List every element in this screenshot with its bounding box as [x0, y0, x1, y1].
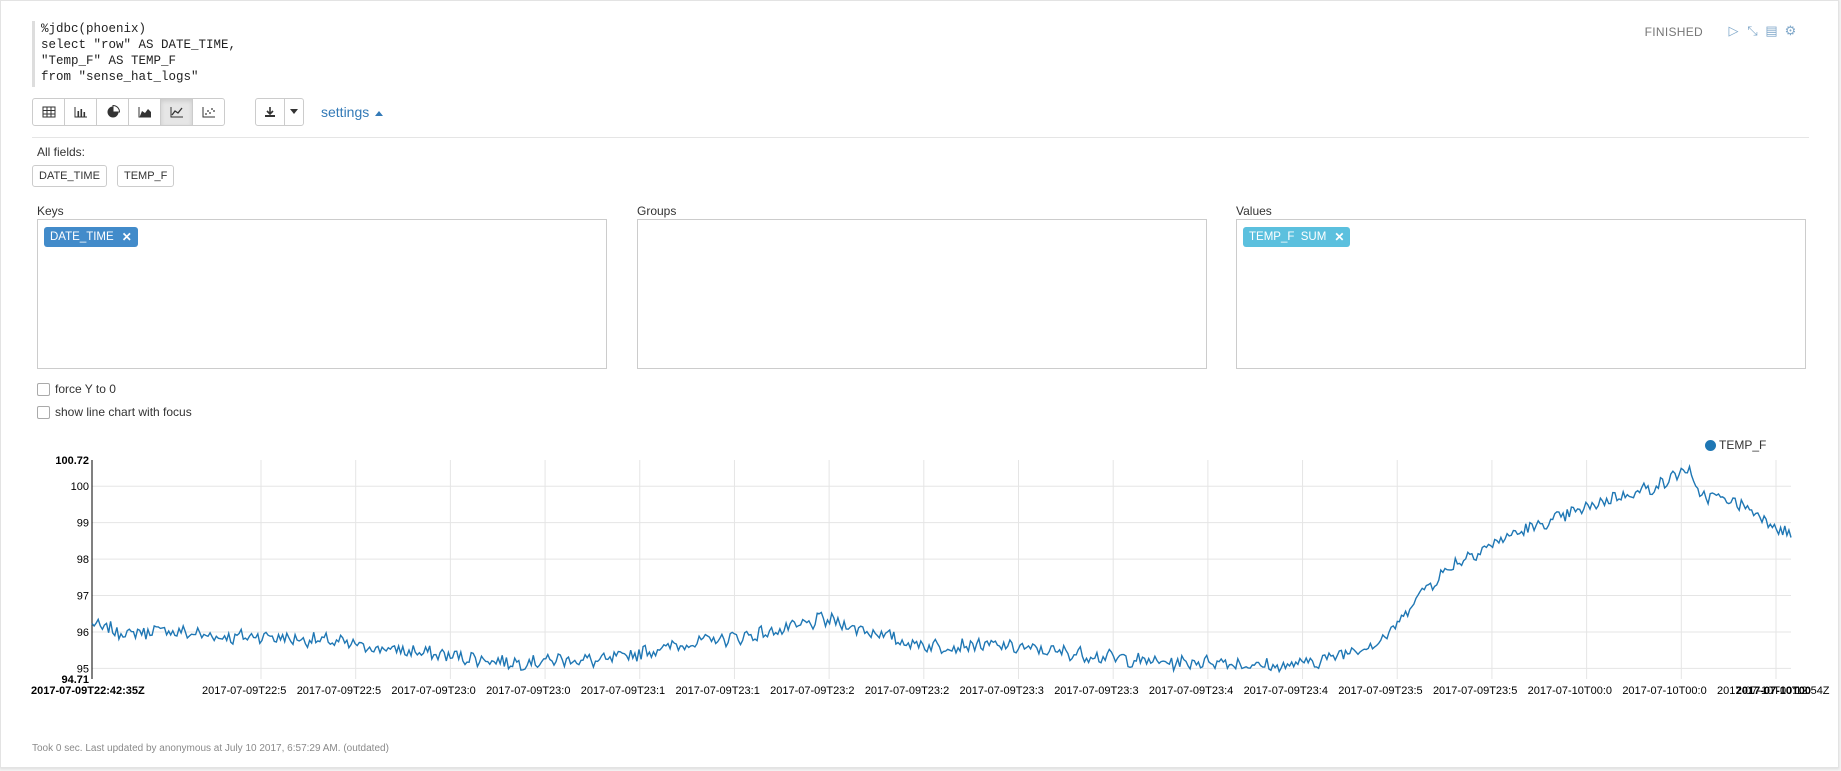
x-tick-label: 2017-07-09T23:3 [960, 685, 1044, 697]
footer-status: Took 0 sec. Last updated by anonymous at… [32, 743, 389, 754]
x-tick-label: 2017-07-10T00:12:54Z [1717, 685, 1830, 697]
field-date-time[interactable]: DATE_TIME [32, 165, 107, 187]
bar-chart-button[interactable] [64, 98, 97, 126]
force-y-label: force Y to 0 [55, 382, 116, 396]
x-tick-label: 2017-07-09T23:4 [1149, 685, 1233, 697]
x-tick-label: 2017-07-09T23:3 [1054, 685, 1138, 697]
y-min-label: 94.71 [61, 674, 89, 686]
focus-checkbox[interactable] [37, 405, 50, 419]
x-tick-label: 2017-07-10T00:0 [1528, 685, 1612, 697]
all-fields-label: All fields: [37, 145, 86, 159]
x-tick-label: 2017-07-09T23:5 [1433, 685, 1517, 697]
line-chart-button[interactable] [160, 98, 193, 126]
line-chart-icon [170, 107, 183, 118]
key-tag-label: DATE_TIME [50, 231, 114, 243]
values-dropzone[interactable]: TEMP_F SUM ✕ [1236, 219, 1806, 369]
remove-key-icon[interactable]: ✕ [121, 230, 132, 244]
code-editor[interactable]: %jdbc(phoenix) select "row" AS DATE_TIME… [32, 21, 641, 87]
download-options-button[interactable] [284, 98, 304, 126]
legend-label: TEMP_F [1719, 438, 1767, 452]
values-label: Values [1236, 204, 1272, 218]
pie-chart-icon [107, 105, 120, 118]
divider [32, 137, 1809, 138]
x-tick-label: 2017-07-09T23:1 [675, 685, 759, 697]
line-chart: 95 96 97 98 99 100 100.72 94.712017-07-09T22:42… [31, 455, 1830, 697]
area-chart-button[interactable] [128, 98, 161, 126]
y-tick-label: 99 [77, 518, 89, 530]
x-tick-label: 2017-07-10T00:0 [1622, 685, 1706, 697]
y-max-label: 100.72 [55, 455, 89, 467]
value-tag[interactable]: TEMP_F SUM ✕ [1243, 227, 1351, 247]
legend-dot-icon [1705, 439, 1716, 451]
scatter-chart-icon [202, 107, 215, 118]
x-tick-label: 2017-07-09T23:4 [1244, 685, 1328, 697]
run-paragraph-icon[interactable]: ▷ [1728, 22, 1739, 38]
force-y-option[interactable]: force Y to 0 [37, 382, 116, 396]
groups-label: Groups [637, 204, 677, 218]
key-tag[interactable]: DATE_TIME ✕ [44, 227, 138, 247]
y-tick-label: 98 [77, 554, 89, 566]
caret-down-icon [290, 109, 298, 114]
remove-value-icon[interactable]: ✕ [1334, 230, 1345, 244]
caret-up-icon [375, 111, 384, 116]
table-icon [42, 106, 55, 118]
x-first-label: 2017-07-09T22:42:35Z [31, 685, 145, 697]
download-button[interactable] [255, 98, 285, 126]
x-tick-label: 2017-07-09T22:5 [297, 685, 381, 697]
y-tick-label: 100 [71, 481, 89, 493]
x-tick-label: 2017-07-09T23:0 [391, 685, 475, 697]
x-last-label: 2017-07-10T00 [1736, 685, 1811, 697]
value-tag-label: TEMP_F SUM [1249, 231, 1327, 243]
hide-output-icon[interactable]: ⤡ [1747, 22, 1758, 38]
download-group [255, 98, 304, 126]
pie-chart-button[interactable] [96, 98, 129, 126]
groups-dropzone[interactable] [637, 219, 1207, 369]
y-tick-label: 95 [77, 663, 89, 675]
x-tick-label: 2017-07-09T23:2 [865, 685, 949, 697]
chart-legend[interactable]: TEMP_F [1705, 438, 1766, 452]
x-tick-label: 2017-07-09T23:0 [486, 685, 570, 697]
area-chart-icon [138, 107, 151, 118]
x-tick-label: 2017-07-09T23:2 [770, 685, 854, 697]
settings-gear-icon[interactable]: ⚙ [1784, 22, 1797, 38]
status-label: FINISHED [1644, 25, 1703, 39]
series-line-temp-f [91, 463, 1792, 674]
chart-type-toolbar [32, 98, 225, 126]
y-tick-label: 97 [77, 591, 89, 603]
x-tick-label: 2017-07-09T23:1 [581, 685, 665, 697]
focus-option[interactable]: show line chart with focus [37, 405, 192, 419]
keys-label: Keys [37, 204, 64, 218]
keys-dropzone[interactable]: DATE_TIME ✕ [37, 219, 607, 369]
show-editor-icon[interactable]: ▤ [1765, 22, 1778, 38]
settings-label: settings [321, 104, 370, 120]
x-tick-label: 2017-07-09T23:5 [1338, 685, 1422, 697]
bar-chart-icon [74, 107, 87, 118]
paragraph-controls: ▷ ⤡ ▤ ⚙ [1726, 23, 1798, 38]
force-y-checkbox[interactable] [37, 382, 50, 396]
download-icon [265, 107, 275, 117]
y-tick-label: 96 [77, 627, 89, 639]
scatter-chart-button[interactable] [192, 98, 225, 126]
table-view-button[interactable] [32, 98, 65, 126]
focus-label: show line chart with focus [55, 405, 192, 419]
settings-toggle[interactable]: settings [321, 104, 384, 120]
field-temp-f[interactable]: TEMP_F [117, 165, 175, 187]
x-tick-label: 2017-07-09T22:5 [202, 685, 286, 697]
